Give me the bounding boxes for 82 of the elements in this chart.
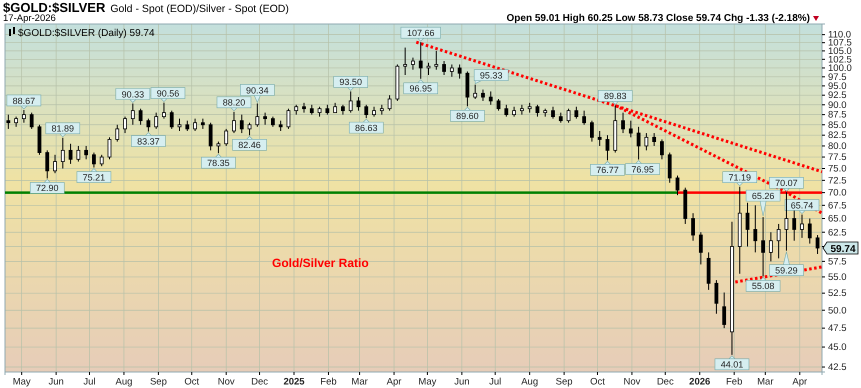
y-tick-label: 77.5 (828, 152, 846, 164)
annotation: 44.01 (720, 360, 744, 370)
x-tick-label: Sep (150, 376, 167, 388)
annotation: Gold/Silver Ratio (272, 256, 369, 270)
annotation: 55.08 (752, 281, 774, 292)
x-tick-label: May (12, 376, 31, 388)
chart-subtitle: Gold - Spot (EOD)/Silver - Spot (EOD) (110, 3, 289, 15)
annotation: 96.95 (409, 84, 432, 94)
x-tick-label: Apr (792, 376, 808, 388)
annotation: $GOLD:$SILVER (Daily) 59.74 (18, 28, 155, 39)
x-tick-label: Oct (590, 376, 606, 388)
annotation: 76.95 (631, 164, 654, 174)
y-tick-label: 92.5 (828, 90, 846, 102)
annotation: 78.35 (207, 158, 230, 168)
y-tick-label: 102.5 (828, 54, 852, 66)
x-tick-label: 2025 (283, 376, 306, 388)
annotation: 88.67 (12, 96, 36, 106)
chart-title: $GOLD:$SILVER (3, 0, 106, 15)
x-tick-label: Sep (556, 376, 573, 388)
x-tick-label: Jun (48, 376, 64, 388)
annotation: 75.21 (82, 172, 106, 182)
y-tick-label: 70.0 (828, 188, 846, 199)
y-tick-label: 95.0 (828, 80, 846, 92)
y-tick-label: 80.0 (828, 140, 846, 152)
x-tick-label: Apr (386, 376, 402, 388)
annotation: 65.26 (752, 190, 774, 201)
x-tick-label: Dec (656, 376, 674, 388)
annotation: 89.60 (456, 111, 479, 122)
x-tick-label: Mar (757, 376, 774, 388)
x-tick-label: May (418, 376, 437, 388)
annotation: 59.29 (775, 265, 798, 276)
x-tick-label: Mar (351, 376, 368, 388)
y-tick-label: 90.0 (828, 100, 846, 111)
annotation: 70.07 (775, 178, 798, 188)
annotation: 90.33 (122, 89, 144, 100)
annotation: 65.74 (790, 200, 814, 210)
annotation: 71.19 (728, 172, 752, 183)
annotation: 82.46 (238, 140, 261, 150)
y-tick-label: 62.5 (828, 227, 846, 238)
y-tick-label: 45.0 (828, 342, 846, 354)
annotation: 90.56 (156, 88, 180, 98)
y-tick-label: 57.5 (828, 256, 846, 268)
y-tick-label: 52.5 (828, 288, 846, 300)
annotation: 93.50 (339, 77, 362, 88)
x-tick-label: Feb (726, 376, 742, 388)
text: 17-Apr-2026 (3, 13, 56, 24)
y-tick-label: 65.0 (828, 214, 846, 225)
x-tick-label: Dec (251, 376, 268, 388)
y-tick-label: 55.0 (828, 272, 846, 283)
x-tick-label: Feb (320, 376, 337, 388)
x-tick-label: Aug (115, 376, 132, 388)
x-tick-label: Jul (489, 376, 502, 388)
annotation: 59.74 (830, 244, 856, 256)
x-tick-label: 2026 (689, 376, 710, 388)
y-tick-label: 97.5 (828, 72, 846, 83)
annotation: 81.89 (52, 124, 74, 134)
y-tick-label: 100.0 (828, 62, 852, 74)
x-tick-label: Aug (521, 376, 538, 388)
annotation: 83.37 (137, 136, 160, 146)
y-tick-label: 72.5 (828, 175, 846, 186)
y-tick-label: 75.0 (828, 164, 846, 175)
annotation: 72.90 (36, 183, 59, 194)
x-tick-label: Jul (83, 376, 96, 388)
y-tick-label: 50.0 (828, 305, 846, 316)
annotation: 95.33 (480, 70, 502, 80)
annotation: 86.63 (354, 122, 378, 133)
y-tick-label: 47.5 (828, 323, 846, 334)
annotation: 89.83 (604, 91, 627, 102)
x-tick-label: Nov (218, 376, 235, 388)
y-tick-label: 82.5 (828, 130, 846, 142)
y-tick-label: 87.5 (828, 110, 846, 121)
y-tick-label: 42.5 (828, 362, 846, 374)
annotation: 90.34 (246, 85, 269, 96)
x-tick-label: Nov (623, 376, 641, 388)
annotation: 88.20 (222, 98, 246, 108)
y-tick-label: 85.0 (828, 120, 846, 131)
annotation: 76.77 (596, 165, 619, 176)
y-tick-label: 67.5 (828, 200, 846, 212)
text: Open 59.01 High 60.25 Low 58.73 Close 59.74 Chg -1.33 (-2.18%) (506, 13, 810, 24)
x-tick-label: Jun (454, 376, 470, 388)
annotation: 107.66 (406, 28, 434, 38)
x-tick-label: Oct (184, 376, 200, 388)
